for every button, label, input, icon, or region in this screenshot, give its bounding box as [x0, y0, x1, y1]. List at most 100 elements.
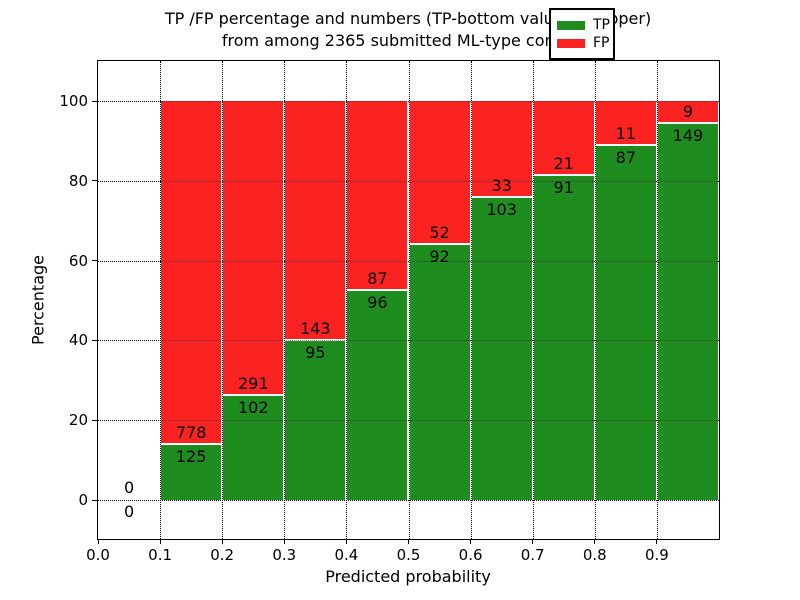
- bar-label-fp: 291: [237, 374, 269, 394]
- bar-label-fp: 21: [553, 153, 574, 173]
- bar-label-tp: 103: [486, 199, 517, 219]
- bar-label-fp: 87: [367, 268, 388, 288]
- gridline-horizontal-overlay: [98, 180, 719, 182]
- bar-label-tp: 96: [367, 292, 388, 312]
- bar-segment-fp: [285, 101, 346, 341]
- legend-row-fp: FP: [557, 35, 610, 51]
- gridline-vertical: [470, 61, 472, 539]
- bar-segment-fp: [347, 101, 408, 291]
- bar-label-tp: 95: [305, 342, 326, 362]
- gridline-vertical: [346, 61, 348, 539]
- gridline-vertical: [160, 61, 162, 539]
- y-tick-mark: [92, 499, 97, 501]
- y-tick-label: 80: [68, 171, 88, 190]
- x-tick-label: 0.4: [334, 546, 359, 564]
- chart-title-line2: from among 2365 submitted ML-type contac…: [221, 31, 595, 50]
- bar-label-fp: 9: [682, 101, 694, 121]
- x-tick-label: 0.5: [396, 546, 421, 564]
- bar-label-tp: 92: [429, 247, 450, 267]
- y-tick-mark: [92, 180, 97, 182]
- x-tick-label: 0.1: [148, 546, 173, 564]
- gridline-vertical: [284, 61, 286, 539]
- x-tick-mark: [221, 539, 223, 544]
- y-tick-label: 60: [68, 251, 88, 270]
- gridline-horizontal-overlay: [98, 500, 719, 501]
- bar-label-fp: 52: [429, 223, 450, 243]
- gridline-horizontal: [98, 500, 719, 501]
- gridline-horizontal: [98, 420, 719, 422]
- bar-label-fp: 0: [123, 478, 135, 497]
- x-axis-label: Predicted probability: [325, 567, 491, 586]
- legend-row-tp: TP: [557, 17, 610, 33]
- bar-segment-fp: [657, 101, 718, 124]
- bar-label-tp: 91: [553, 177, 574, 197]
- y-tick-mark: [92, 100, 97, 102]
- x-tick-mark: [97, 539, 99, 544]
- bar-segment-fp: [471, 101, 532, 198]
- bar-label-fp: 33: [491, 175, 512, 195]
- x-tick-mark: [345, 539, 347, 544]
- y-axis-label: Percentage: [28, 254, 48, 346]
- y-tick-mark: [92, 419, 97, 421]
- bar-label-tp: 87: [615, 147, 637, 167]
- x-tick-mark: [656, 539, 658, 544]
- x-tick-mark: [283, 539, 285, 544]
- bar-label-tp: 149: [672, 125, 704, 145]
- gridline-vertical: [594, 61, 596, 539]
- bar-segment-tp: [595, 145, 656, 500]
- y-tick-label: 40: [68, 331, 88, 350]
- chart-title: TP /FP percentage and numbers (TP-bottom…: [165, 8, 651, 52]
- x-tick-label: 0.0: [86, 546, 110, 564]
- gridline-horizontal: [98, 101, 719, 102]
- gridline-horizontal-overlay: [98, 420, 719, 422]
- y-tick-mark: [92, 339, 97, 341]
- x-tick-mark: [470, 539, 472, 544]
- bar-label-tp: 125: [175, 446, 207, 466]
- bar-segment-tp: [533, 175, 594, 500]
- legend-swatch-fp: [557, 38, 585, 48]
- plot-area: 0 0 778 125 291 102 143 95 87 96 52 92 33 103 21 91 11 87…: [59, 60, 720, 563]
- x-tick-label: 0.3: [272, 546, 297, 564]
- bar-segment-tp: [471, 197, 532, 500]
- y-tick-label: 0: [78, 491, 88, 509]
- bar-label-tp: 0: [123, 502, 135, 521]
- legend-swatch-tp: [557, 20, 585, 30]
- bar-segment-fp: [595, 101, 656, 146]
- gridline-vertical: [408, 61, 410, 539]
- x-tick-label: 0.2: [210, 546, 235, 564]
- x-tick-mark: [594, 539, 596, 544]
- gridline-vertical: [656, 61, 658, 539]
- bar-segment-tp: [161, 444, 222, 500]
- gridline-vertical: [222, 61, 224, 539]
- legend-label-tp: TP: [593, 17, 610, 33]
- x-tick-mark: [532, 539, 534, 544]
- x-tick-label: 0.9: [644, 546, 669, 564]
- bar-segment-tp: [285, 340, 346, 500]
- bar-segment-tp: [347, 290, 408, 500]
- bar-segment-fp: [409, 101, 470, 246]
- legend-label-fp: FP: [593, 35, 610, 51]
- bar-segment-fp: [161, 101, 222, 445]
- y-tick-label: 100: [59, 92, 88, 110]
- x-tick-mark: [408, 539, 409, 544]
- bar-segment-fp: [533, 101, 594, 176]
- chart-title-line1: TP /FP percentage and numbers (TP-bottom…: [164, 9, 652, 28]
- y-tick-mark: [92, 260, 97, 262]
- x-tick-label: 0.7: [520, 546, 545, 564]
- bar-label-fp: 11: [615, 123, 637, 143]
- gridline-horizontal-overlay: [98, 260, 719, 262]
- gridline-horizontal-overlay: [98, 340, 719, 342]
- bar-label-tp: 102: [237, 398, 269, 418]
- y-tick-label: 20: [68, 411, 88, 430]
- bar-segment-tp: [409, 245, 470, 500]
- bar-segment-fp: [223, 101, 284, 397]
- bar-label-fp: 143: [300, 318, 331, 338]
- gridline-horizontal-overlay: [98, 101, 719, 102]
- x-tick-mark: [159, 539, 161, 544]
- bar-segment-tp: [657, 123, 718, 500]
- gridline-horizontal: [98, 180, 719, 182]
- bar-label-fp: 778: [175, 422, 207, 442]
- gridline-horizontal: [98, 260, 719, 262]
- x-tick-label: 0.8: [582, 546, 607, 564]
